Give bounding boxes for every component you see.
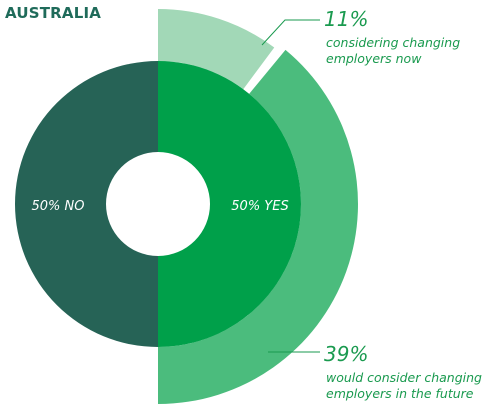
callout-percent-future: 39% [324,342,368,366]
callout-desc-future-line1: would consider changing [326,370,482,385]
outer-slice-future [158,49,358,405]
callout-desc-now-line1: considering changing [326,35,460,50]
chart-title: AUSTRALIA [5,4,101,22]
callout-line-now [261,19,320,46]
inner-label-yes: 50% YES [231,199,288,214]
inner-slice-no [15,61,158,347]
callout-desc-future-line2: employers in the future [326,386,474,401]
inner-label-no: 50% NO [32,199,85,214]
inner-slice-yes [158,61,301,347]
outer-slice-now [158,9,275,90]
callout-desc-now-line2: employers now [326,51,422,66]
callout-percent-now: 11% [324,7,368,31]
